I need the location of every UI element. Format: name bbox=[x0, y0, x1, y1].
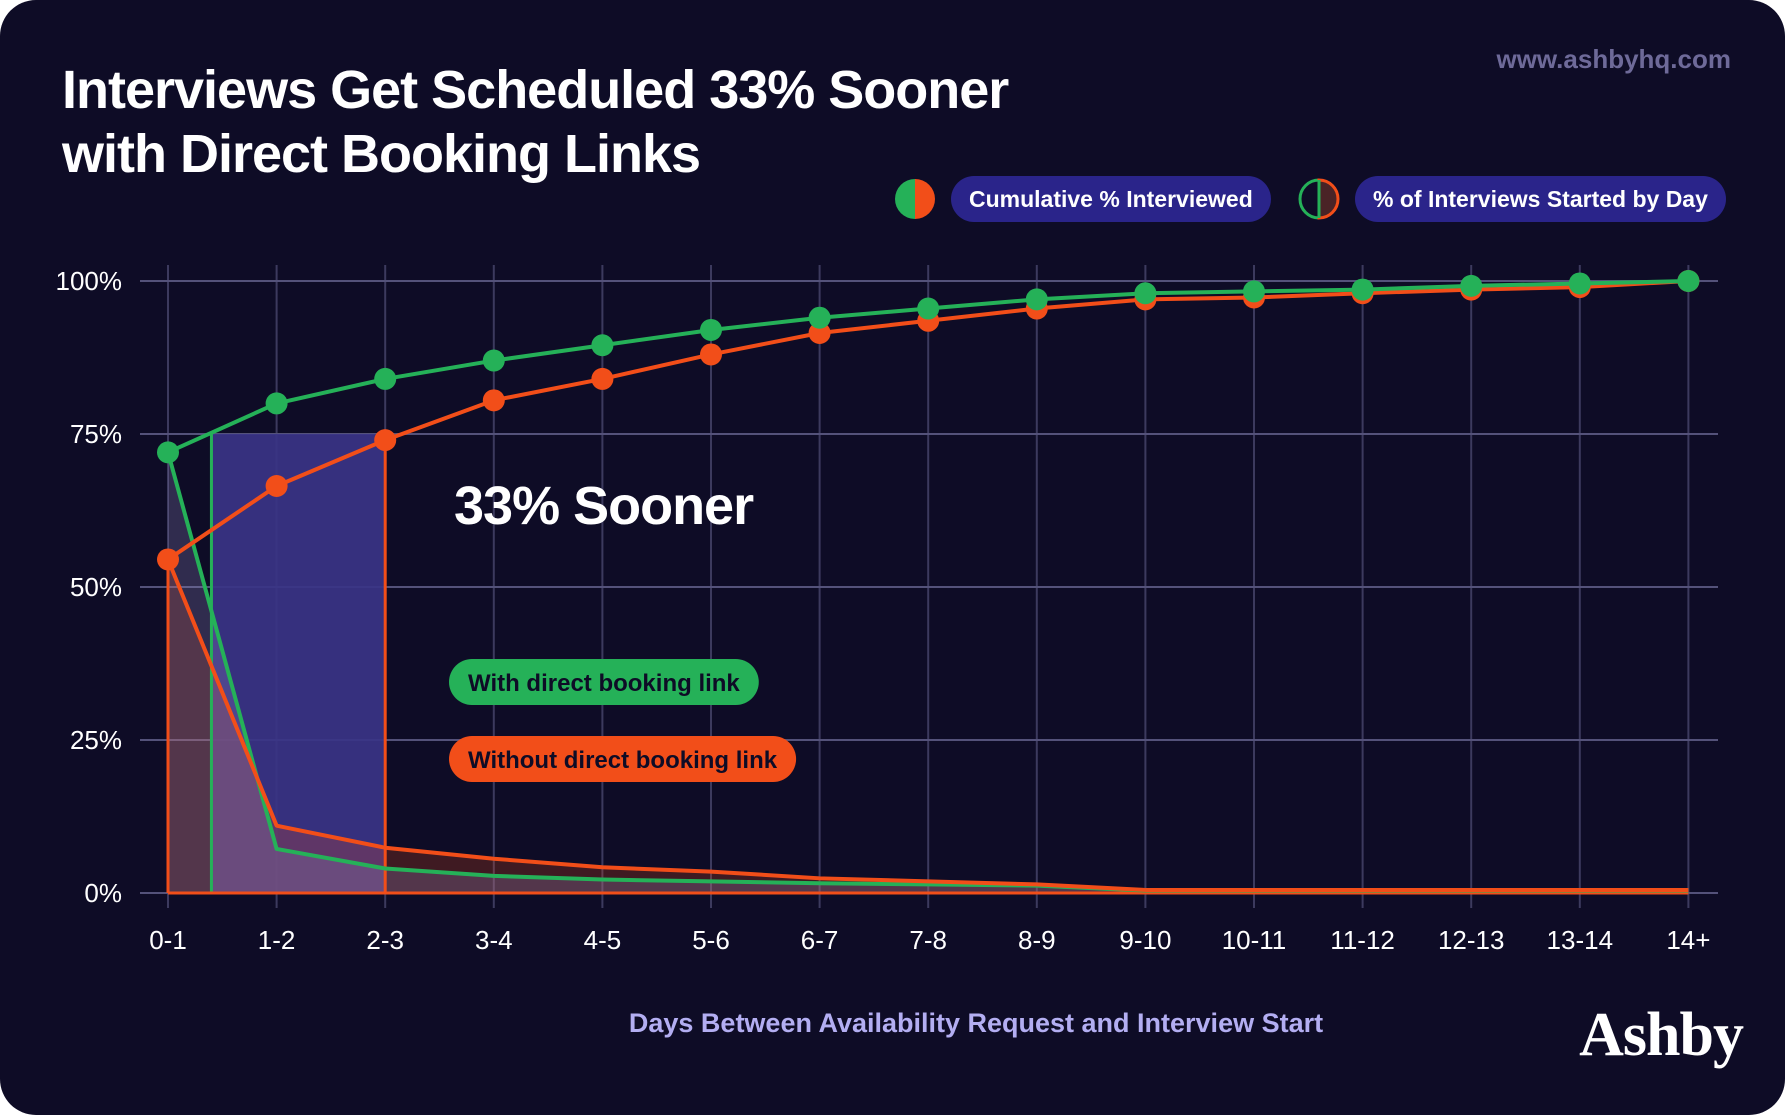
y-tick-label: 100% bbox=[56, 266, 123, 296]
without-link-cumulative-point bbox=[265, 475, 288, 498]
with-link-cumulative-point bbox=[1677, 270, 1700, 292]
without-link-cumulative-point bbox=[700, 343, 722, 366]
with-link-cumulative-point bbox=[157, 441, 179, 464]
with-link-label: With direct booking link bbox=[449, 659, 759, 705]
with-link-cumulative-point bbox=[1243, 280, 1265, 303]
with-link-cumulative-point bbox=[374, 367, 397, 390]
x-tick-label: 14+ bbox=[1666, 925, 1710, 955]
y-tick-label: 75% bbox=[70, 419, 122, 449]
ashby-logo: Ashby bbox=[1579, 1001, 1744, 1069]
with-link-cumulative-point bbox=[700, 318, 722, 341]
without-link-per-day-line bbox=[166, 558, 1689, 892]
without-link-label: Without direct booking link bbox=[449, 736, 797, 782]
x-tick-label: 13-14 bbox=[1547, 925, 1614, 955]
with-link-label-pill bbox=[449, 659, 759, 705]
chart-title-line-2: with Direct Booking Links bbox=[62, 124, 701, 184]
x-tick-label: 6-7 bbox=[801, 925, 839, 955]
with-link-cumulative-point bbox=[917, 297, 940, 320]
without-link-per-day-area bbox=[168, 559, 1689, 893]
chart-title-line-1: Interviews Get Scheduled 33% Sooner bbox=[62, 60, 1009, 120]
cumulative-swatch-icon bbox=[895, 179, 935, 219]
y-tick-label: 0% bbox=[84, 878, 122, 908]
highlight-annotation: 33% Sooner bbox=[454, 476, 754, 536]
x-tick-label: 4-5 bbox=[584, 925, 622, 955]
x-axis-label: Days Between Availability Request and In… bbox=[629, 1008, 1323, 1038]
without-link-label-pill bbox=[449, 736, 797, 782]
x-tick-label: 3-4 bbox=[475, 925, 513, 955]
with-link-cumulative-point bbox=[1568, 272, 1591, 295]
x-tick-label: 8-9 bbox=[1018, 925, 1056, 955]
x-tick-label: 1-2 bbox=[258, 925, 296, 955]
without-link-cumulative-point bbox=[374, 429, 397, 452]
with-link-cumulative-point bbox=[1134, 282, 1157, 305]
without-link-label-text: Without direct booking link bbox=[468, 747, 778, 774]
x-tick-label: 7-8 bbox=[909, 925, 947, 955]
without-link-cumulative-point bbox=[482, 389, 505, 412]
x-tick-label: 11-12 bbox=[1330, 925, 1395, 955]
with-link-cumulative-point bbox=[482, 349, 505, 372]
with-link-cumulative-point bbox=[265, 392, 288, 415]
with-link-cumulative-point bbox=[808, 306, 831, 329]
x-tick-label: 0-1 bbox=[149, 925, 187, 955]
y-tick-label: 50% bbox=[70, 572, 122, 602]
legend-cumulative: Cumulative % Interviewed bbox=[893, 176, 1271, 222]
site-url[interactable]: www.ashbyhq.com bbox=[1496, 44, 1731, 74]
legend-cumulative-label: Cumulative % Interviewed bbox=[951, 176, 1271, 222]
started-swatch-icon bbox=[1298, 178, 1340, 220]
with-link-cumulative-point bbox=[1351, 278, 1374, 301]
with-link-cumulative-point bbox=[1460, 274, 1483, 297]
x-tick-label: 9-10 bbox=[1119, 925, 1171, 955]
x-tick-label: 5-6 bbox=[692, 925, 730, 955]
x-tick-label: 12-13 bbox=[1438, 925, 1505, 955]
x-tick-label: 2-3 bbox=[366, 925, 404, 955]
without-link-cumulative-point bbox=[157, 548, 179, 571]
with-link-label-text: With direct booking link bbox=[468, 670, 740, 697]
legend-started-by-day: % of Interviews Started by Day bbox=[1297, 176, 1726, 222]
without-link-cumulative-point bbox=[591, 367, 614, 390]
y-tick-label: 25% bbox=[70, 725, 122, 755]
with-link-cumulative-point bbox=[591, 334, 614, 357]
without-link-cumulative-point bbox=[808, 322, 831, 345]
chart-title: Interviews Get Scheduled 33% Sooner with… bbox=[62, 58, 1009, 186]
legend-started-label: % of Interviews Started by Day bbox=[1355, 176, 1726, 222]
x-tick-label: 10-11 bbox=[1222, 925, 1287, 955]
with-link-cumulative-point bbox=[1025, 288, 1048, 311]
